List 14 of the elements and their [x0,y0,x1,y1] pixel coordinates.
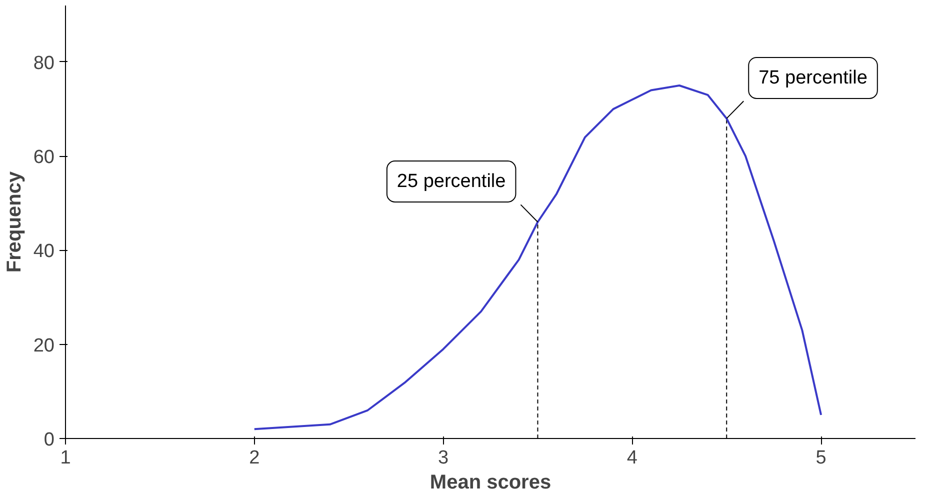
y-tick-label: 60 [33,147,55,168]
ref-line-label: 25 percentile [396,171,506,192]
x-tick-label: 4 [626,448,638,468]
ref-line-label: 75 percentile [758,67,868,88]
x-tick-label: 5 [816,448,826,468]
y-tick-label: 20 [33,335,55,356]
y-axis-title: Frequency [3,170,26,273]
x-tick-label: 3 [438,448,449,468]
x-axis-title: Mean scores [430,472,552,494]
y-tick-label: 40 [33,241,55,262]
x-tick-label: 2 [249,448,260,468]
y-tick-label: 0 [44,430,55,450]
y-tick-label: 80 [33,52,55,74]
x-tick-label: 1 [60,448,71,468]
